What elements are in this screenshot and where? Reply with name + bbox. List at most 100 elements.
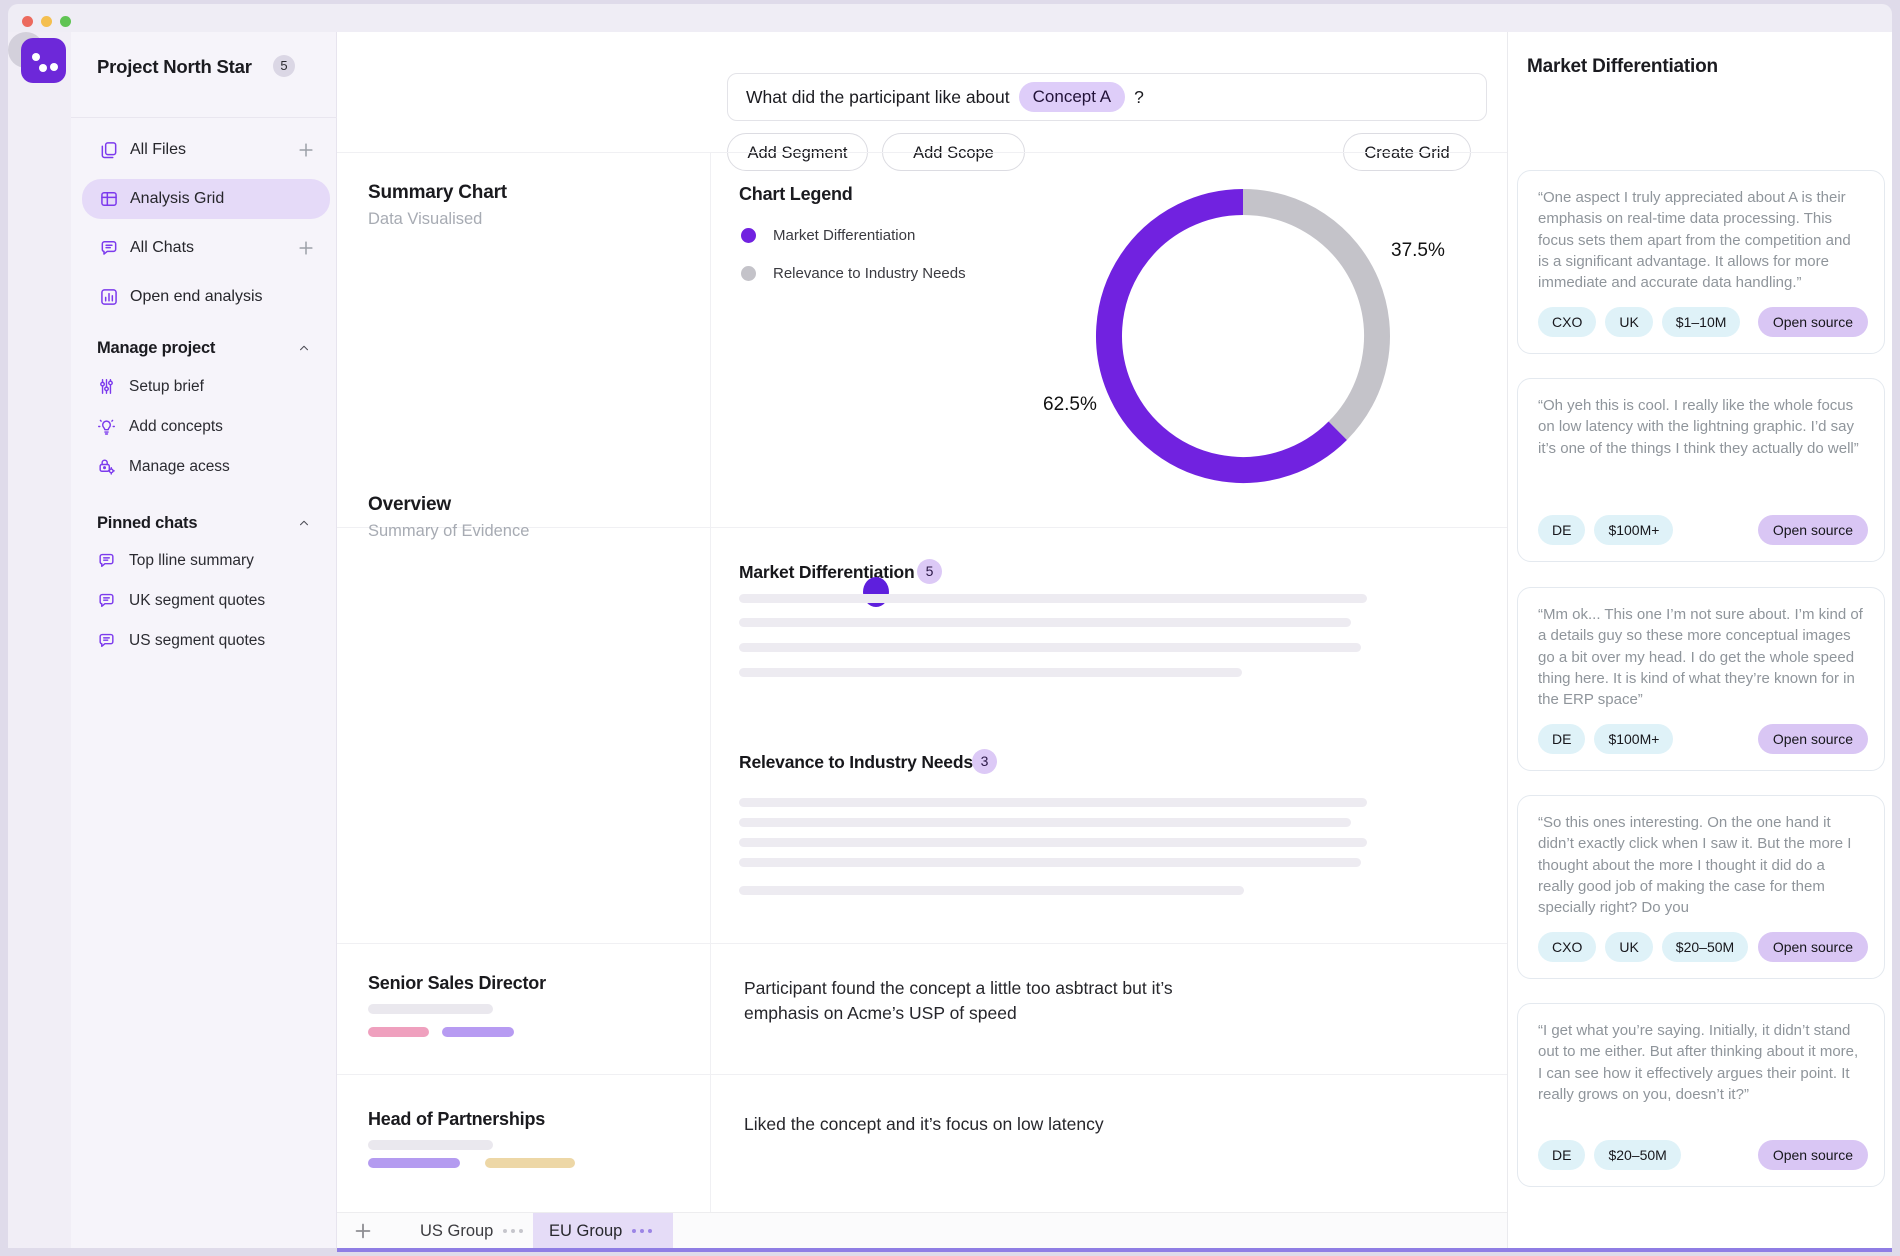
donut-value-purple: 62.5% [1043,394,1097,415]
tag-role[interactable]: CXO [1538,307,1597,337]
grid-line [337,1074,1507,1075]
legend-item[interactable]: Relevance to Industry Needs [739,265,1069,282]
app-logo-icon[interactable] [21,38,66,83]
grid-column-divider [710,152,711,1212]
tab-us-group[interactable]: US Group [400,1213,535,1249]
source-pill[interactable]: Open source [1757,1140,1868,1170]
sidebar-item-label: UK segment quotes [129,592,266,609]
sliders-icon [100,379,113,394]
add-tab-icon[interactable] [352,1220,374,1242]
row-title: Overview [368,494,451,515]
tag-country[interactable]: DE [1538,724,1586,754]
sidebar-item-analysis-grid[interactable]: Analysis Grid [82,179,330,219]
quote-text: “So this ones interesting. On the one ha… [1538,814,1852,917]
window-titlebar [8,4,1892,32]
chevron-up-icon[interactable] [297,341,311,355]
sidebar-item-label: Top lline summary [129,552,254,569]
sidebar: Project North Star 5 All Files Analysis … [71,32,337,1248]
legend-item[interactable]: Market Differentiation [739,227,1069,244]
concept-chip[interactable]: Concept A [1018,82,1126,112]
sidebar-item-all-files[interactable]: All Files [82,130,330,170]
app-rail [8,32,72,1248]
sidebar-item-label: Setup brief [129,378,204,395]
lightbulb-icon [98,419,115,435]
tab-menu-dots-icon[interactable] [632,1229,654,1233]
overview-heading: Market Differentiation [739,562,915,582]
segment-pill-pink [368,1027,429,1037]
sidebar-item-label: Open end analysis [130,288,263,305]
add-icon[interactable] [296,238,316,258]
tag-role[interactable]: CXO [1538,932,1597,962]
minimize-window-button[interactable] [41,16,52,27]
row-subtitle: Data Visualised [368,210,483,228]
legend-label: Relevance to Industry Needs [773,265,966,282]
overview-count-badge: 3 [972,749,997,774]
sidebar-item-add-concepts[interactable]: Add concepts [97,410,317,444]
project-header[interactable]: Project North Star 5 [97,50,317,84]
analysis-grid-icon [101,192,117,206]
tab-eu-group[interactable]: EU Group [533,1213,673,1249]
donut-slice[interactable] [1096,189,1347,483]
donut-slice[interactable] [1242,189,1390,440]
lock-gear-icon [99,459,115,475]
row-label-senior-sales-director: Senior Sales Director [368,973,546,994]
bar-chart-icon [101,289,117,305]
participant-name: Senior Sales Director [368,973,546,993]
tab-menu-dots-icon[interactable] [503,1229,525,1233]
zoom-window-button[interactable] [60,16,71,27]
tag-country[interactable]: DE [1538,1140,1586,1170]
sidebar-item-setup-brief[interactable]: Setup brief [97,370,317,404]
tag-country[interactable]: UK [1605,932,1653,962]
skeleton-line [368,1004,493,1014]
source-pill[interactable]: Open source [1757,724,1868,754]
tag-revenue[interactable]: $100M+ [1594,724,1674,754]
sidebar-item-manage-access[interactable]: Manage acess [97,450,317,484]
question-input[interactable]: What did the participant like about Conc… [727,73,1487,121]
quote-card[interactable]: “Oh yeh this is cool. I really like the … [1517,378,1885,562]
source-pill[interactable]: Open source [1757,932,1868,962]
quote-card[interactable]: “I get what you’re saying. Initially, it… [1517,1003,1885,1187]
sidebar-item-all-chats[interactable]: All Chats [82,228,330,268]
add-icon[interactable] [296,140,316,160]
chart-legend: Chart Legend Market Differentiation Rele… [739,184,1069,282]
source-pill[interactable]: Open source [1757,307,1868,337]
row-label-overview: Overview Summary of Evidence [368,494,529,541]
sidebar-item-uk-segment-quotes[interactable]: UK segment quotes [97,584,317,618]
tag-revenue[interactable]: $1–10M [1661,307,1741,337]
source-pill[interactable]: Open source [1757,515,1868,545]
evidence-text: Participant found the concept a little t… [744,978,1173,1023]
segment-pill-purple [368,1158,460,1168]
tab-label: EU Group [549,1222,623,1240]
project-count-badge: 5 [273,55,295,77]
quote-card[interactable]: “Mm ok... This one I’m not sure about. I… [1517,587,1885,771]
row-label-summary-chart: Summary Chart Data Visualised [368,182,507,229]
chat-icon [101,241,117,255]
skeleton-line [368,1140,493,1150]
grid-line [337,943,1507,944]
skeleton-line [739,858,1361,867]
tag-revenue[interactable]: $20–50M [1594,1140,1681,1170]
quote-text: “Mm ok... This one I’m not sure about. I… [1538,606,1863,709]
sidebar-item-open-end-analysis[interactable]: Open end analysis [82,277,330,317]
question-suffix: ? [1134,86,1144,107]
sidebar-item-us-segment-quotes[interactable]: US segment quotes [97,624,317,658]
quote-card[interactable]: “So this ones interesting. On the one ha… [1517,795,1885,979]
legend-label: Market Differentiation [773,227,916,244]
sidebar-item-top-line-summary[interactable]: Top lline summary [97,544,317,578]
section-manage-project[interactable]: Manage project [97,334,311,362]
quote-card[interactable]: “One aspect I truly appreciated about A … [1517,170,1885,354]
tag-country[interactable]: UK [1605,307,1653,337]
sheet-tab-bar: US Group EU Group [337,1212,1507,1249]
tag-revenue[interactable]: $20–50M [1661,932,1749,962]
tag-revenue[interactable]: $100M+ [1594,515,1674,545]
skeleton-line [739,798,1367,807]
close-window-button[interactable] [22,16,33,27]
donut-chart[interactable] [1020,166,1470,506]
chevron-up-icon[interactable] [297,516,311,530]
sidebar-item-label: Analysis Grid [130,190,225,207]
tab-label: US Group [420,1222,494,1240]
legend-dot-gray [741,266,756,281]
section-pinned-chats[interactable]: Pinned chats [97,509,311,537]
overview-heading: Relevance to Industry Needs [739,752,973,772]
tag-country[interactable]: DE [1538,515,1586,545]
